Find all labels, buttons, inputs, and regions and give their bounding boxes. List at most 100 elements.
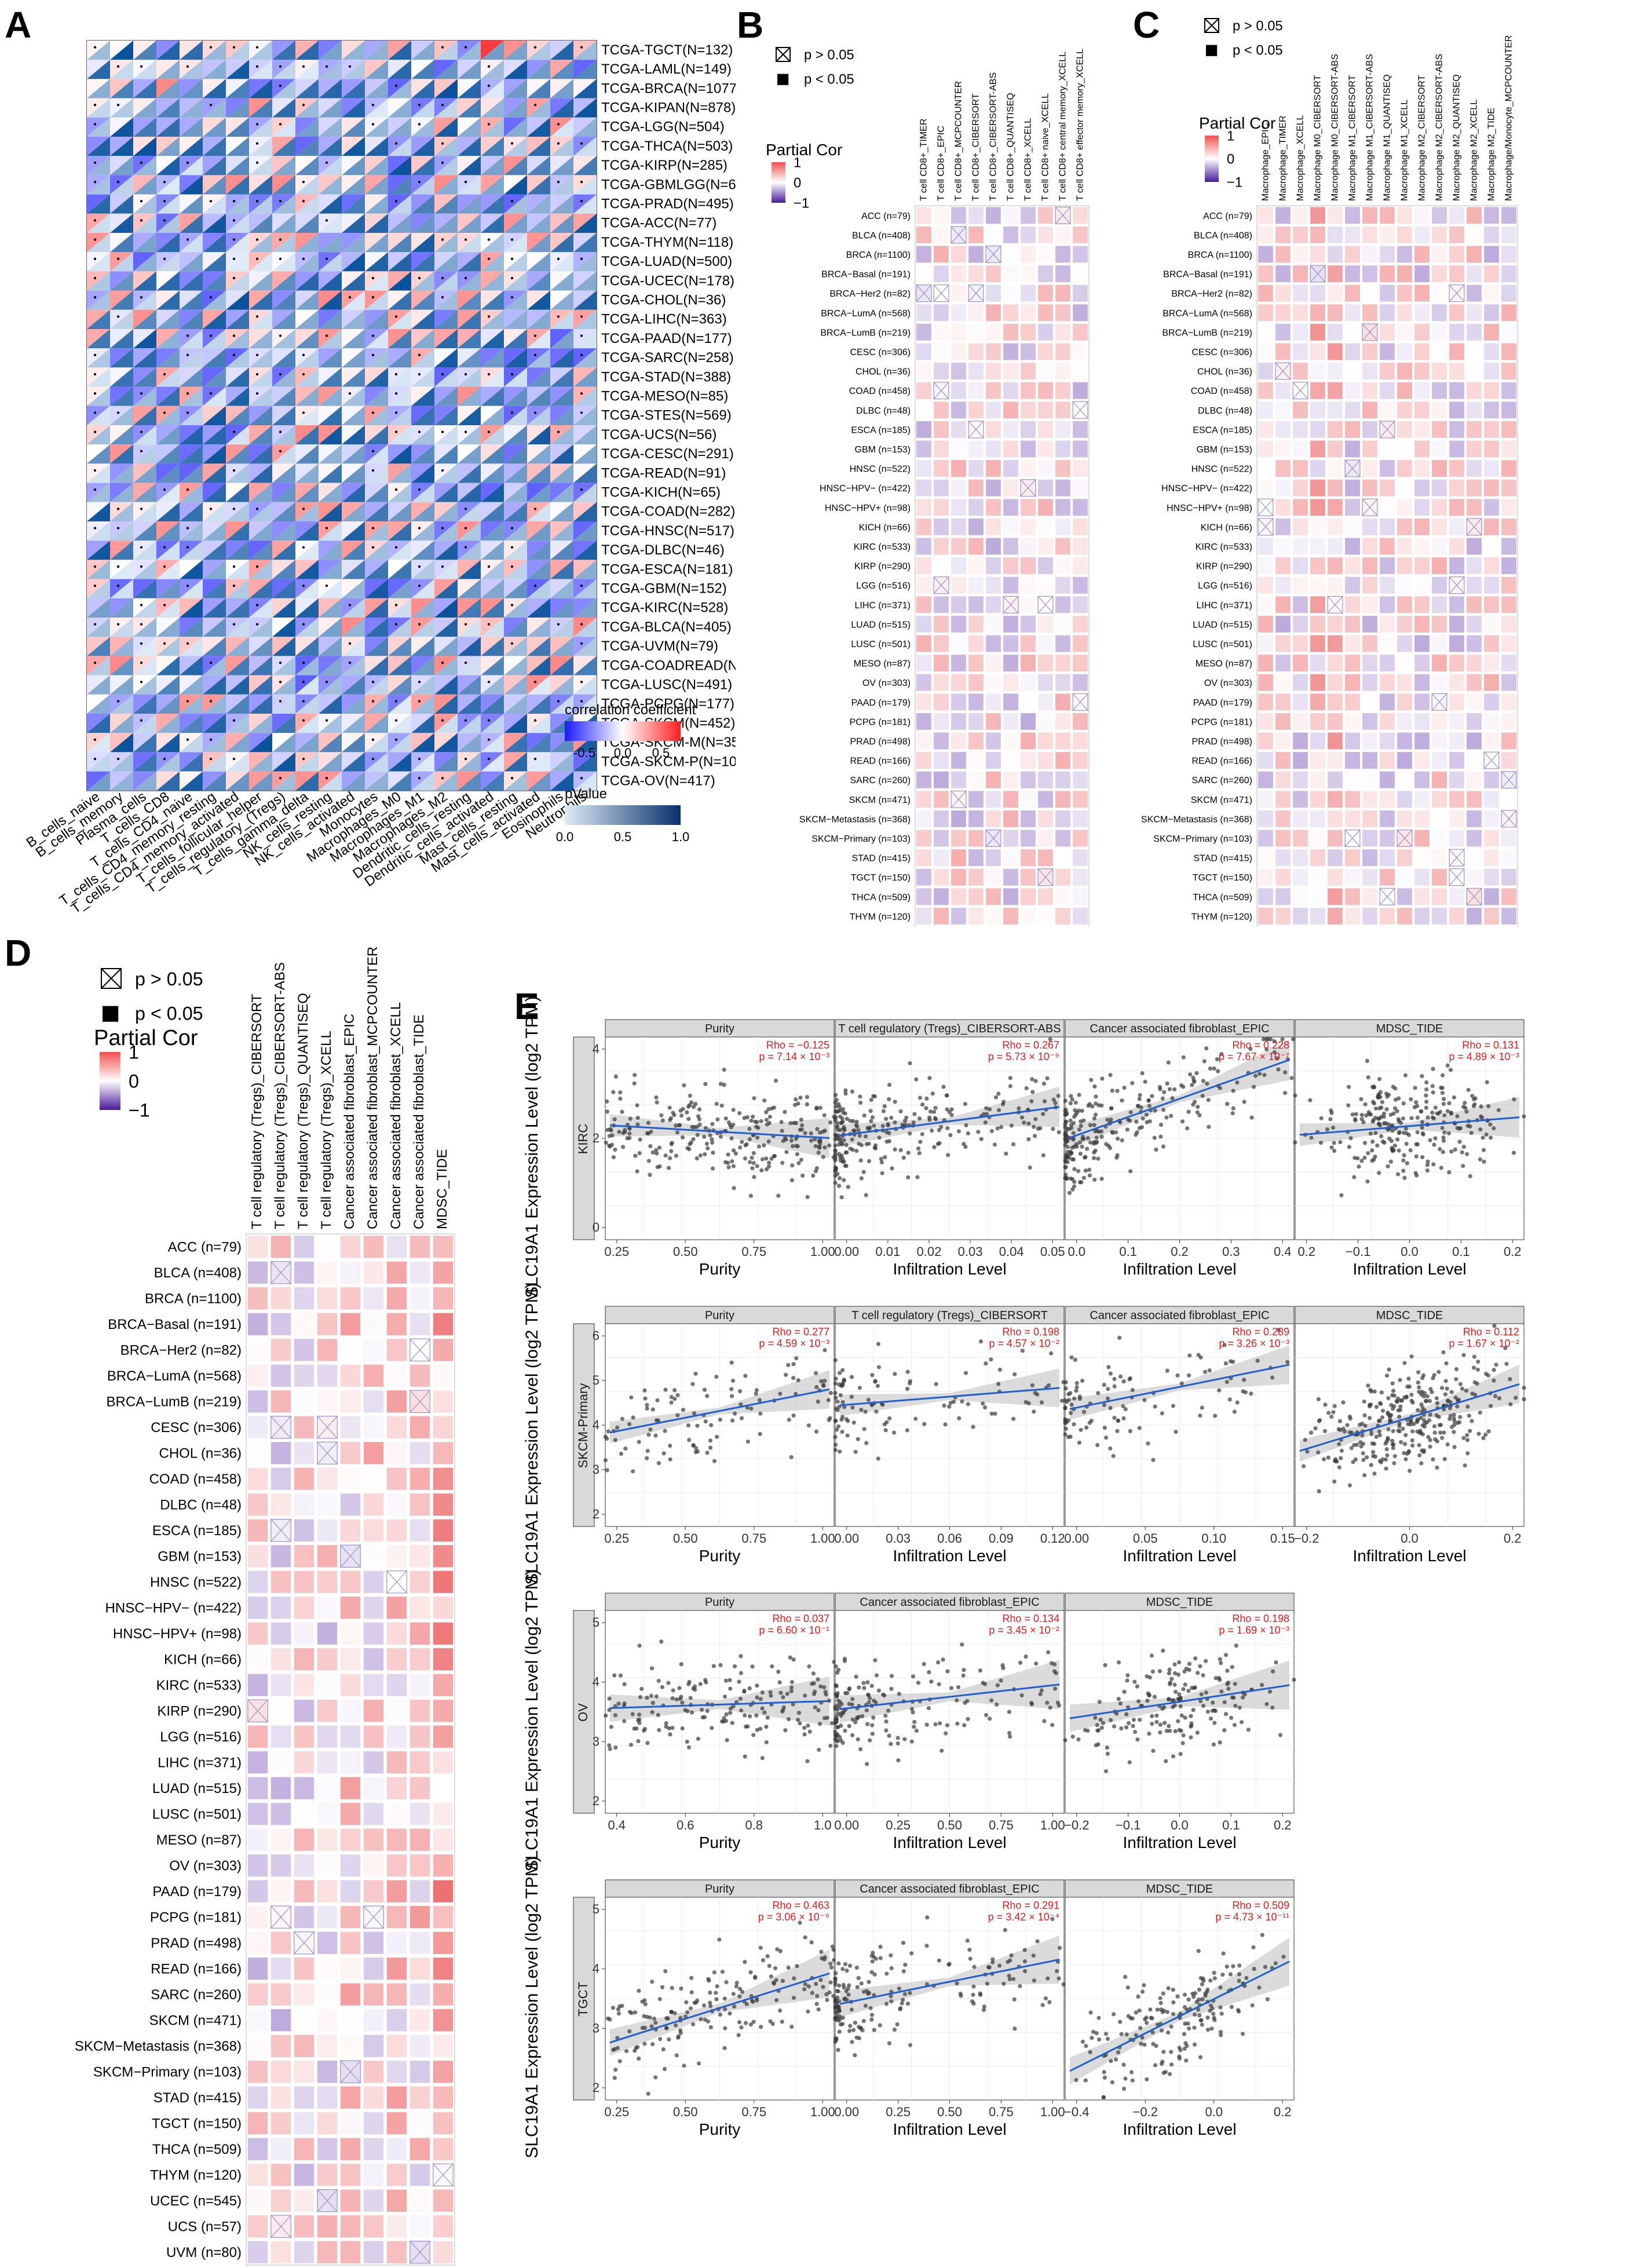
scatter-point bbox=[738, 1145, 743, 1150]
heatmap-cell-p bbox=[434, 560, 458, 579]
ns-x bbox=[1431, 693, 1447, 711]
heatmap-cell bbox=[247, 2086, 268, 2109]
heatmap-cell-corr bbox=[249, 194, 272, 214]
scatter-point bbox=[1033, 1117, 1038, 1122]
heatmap-cell-corr bbox=[527, 290, 550, 310]
heatmap-cell-p bbox=[180, 117, 203, 137]
scatter-point bbox=[893, 1100, 897, 1104]
scatter-point bbox=[842, 1178, 846, 1182]
heatmap-cell bbox=[1310, 304, 1325, 322]
heatmap-cell-p bbox=[319, 213, 342, 233]
heatmap-cell bbox=[1258, 810, 1273, 827]
heatmap-cell-p bbox=[295, 752, 319, 772]
heatmap-cell-p bbox=[133, 194, 156, 214]
heatmap-cell-corr bbox=[365, 502, 388, 521]
heatmap-cell bbox=[433, 1751, 454, 1774]
heatmap-cell-corr bbox=[434, 502, 458, 521]
heatmap-cell-corr bbox=[411, 733, 434, 753]
significance-dot bbox=[93, 430, 97, 433]
ns-x bbox=[270, 1416, 291, 1439]
scatter-point bbox=[964, 1123, 968, 1128]
heatmap-cell-p bbox=[180, 175, 203, 195]
heatmap-cell bbox=[1449, 363, 1464, 380]
scatter-point bbox=[710, 1137, 714, 1142]
heatmap-cell bbox=[433, 1777, 454, 1799]
scatter-point bbox=[1264, 1047, 1269, 1052]
heatmap-cell bbox=[916, 635, 931, 652]
heatmap-cell bbox=[386, 1880, 407, 1902]
heatmap-cell bbox=[386, 1493, 407, 1516]
panel-a-heatmap: TCGA-TGCT(N=132)TCGA-LAML(N=149)TCGA-BRC… bbox=[24, 40, 736, 917]
heatmap-cell-p bbox=[504, 271, 527, 291]
heatmap-cell bbox=[247, 1390, 268, 1413]
heatmap-cell bbox=[1345, 343, 1360, 360]
scatter-point bbox=[609, 1142, 615, 1147]
heatmap-cell bbox=[1003, 323, 1018, 341]
ns-x bbox=[951, 790, 967, 808]
heatmap-cell bbox=[916, 732, 931, 750]
row-label: TCGA-CHOL(N=36) bbox=[601, 293, 726, 308]
heatmap-cell-p bbox=[550, 675, 573, 695]
heatmap-cell-corr bbox=[133, 252, 156, 272]
heatmap-cell bbox=[1362, 401, 1377, 419]
heatmap-cell-p bbox=[319, 194, 342, 214]
scatter-point bbox=[1258, 1071, 1262, 1076]
significance-dot bbox=[279, 84, 282, 87]
ns-x bbox=[363, 1905, 384, 1929]
ns-box bbox=[968, 284, 984, 302]
scatter-point bbox=[1071, 1131, 1076, 1135]
heatmap-cell-p bbox=[411, 675, 434, 695]
heatmap-cell-corr bbox=[249, 117, 272, 137]
heatmap-cell bbox=[410, 1545, 430, 1568]
scatter-point bbox=[1161, 1144, 1166, 1149]
heatmap-cell bbox=[1003, 363, 1018, 380]
heatmap-cell-p bbox=[434, 579, 458, 598]
heatmap-cell bbox=[270, 1957, 291, 1980]
heatmap-cell bbox=[986, 421, 1001, 438]
ns-box bbox=[1449, 868, 1465, 886]
heatmap-cell-p bbox=[527, 252, 550, 272]
heatmap-cell-p bbox=[342, 540, 365, 560]
significance-dot bbox=[580, 257, 583, 261]
significance-dot bbox=[93, 411, 97, 414]
heatmap-cell-p bbox=[365, 252, 388, 272]
significance-dot bbox=[557, 180, 560, 184]
scatter-point bbox=[1162, 1090, 1167, 1094]
heatmap-cell bbox=[1003, 460, 1018, 477]
ns-box bbox=[933, 382, 949, 400]
heatmap-cell-p bbox=[156, 60, 180, 79]
heatmap-cell-p bbox=[481, 598, 504, 618]
heatmap-cell bbox=[1449, 615, 1464, 633]
heatmap-cell-p bbox=[87, 618, 110, 637]
scatter-point bbox=[1026, 1121, 1031, 1126]
scatter-point bbox=[1143, 1079, 1147, 1084]
heatmap-cell-p bbox=[87, 675, 110, 695]
heatmap-cell bbox=[1345, 849, 1360, 867]
regression-line bbox=[839, 1106, 1060, 1137]
x-tick-label: 0.0 bbox=[1401, 1244, 1419, 1259]
heatmap-cell bbox=[433, 2241, 454, 2263]
heatmap-cell-p bbox=[411, 444, 434, 464]
heatmap-cell-p bbox=[573, 502, 597, 521]
significance-dot bbox=[371, 757, 375, 761]
heatmap-cell bbox=[934, 323, 949, 341]
heatmap-cell bbox=[1293, 732, 1308, 750]
ns-box bbox=[363, 1905, 384, 1929]
heatmap-cell bbox=[1380, 343, 1395, 360]
heatmap-cell-p bbox=[110, 271, 133, 291]
heatmap-cell bbox=[951, 284, 966, 302]
heatmap-cell bbox=[433, 1906, 454, 1929]
scatter-point bbox=[996, 1091, 1001, 1096]
scatter-point bbox=[1379, 1134, 1384, 1138]
heatmap-cell-corr bbox=[365, 348, 388, 368]
scatter-point bbox=[867, 1127, 871, 1131]
scatter-point bbox=[880, 1124, 885, 1128]
heatmap-cell-p bbox=[226, 540, 249, 560]
heatmap-cell-p bbox=[550, 521, 573, 541]
scatter-point bbox=[779, 1120, 784, 1124]
heatmap-cell bbox=[951, 460, 966, 477]
heatmap-cell-p bbox=[203, 598, 226, 618]
heatmap-cell-p bbox=[180, 60, 203, 79]
heatmap-cell bbox=[363, 2215, 384, 2238]
heatmap-cell bbox=[1021, 284, 1036, 302]
